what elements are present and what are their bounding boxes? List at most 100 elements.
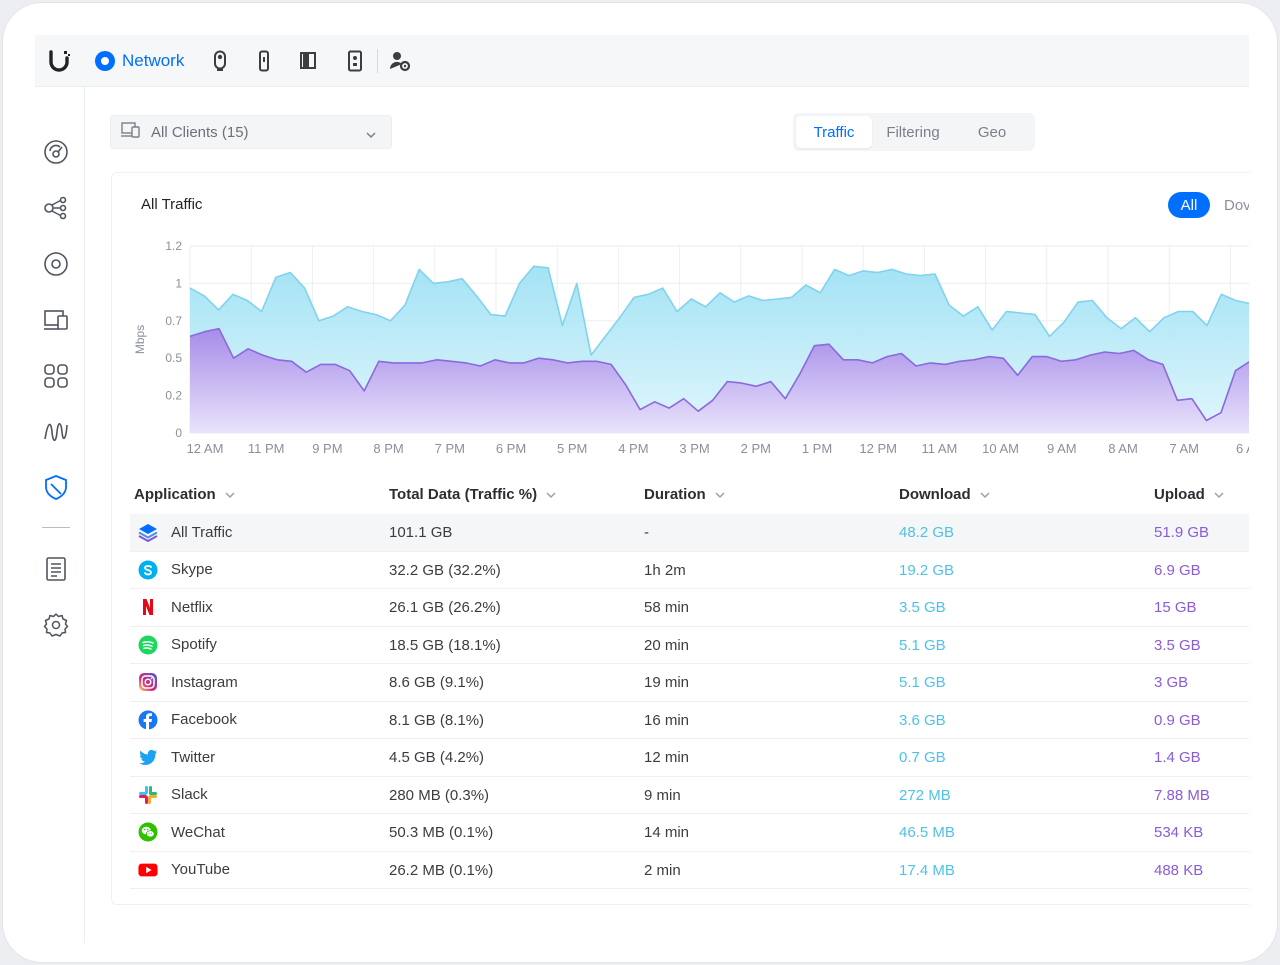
client-devices-icon[interactable] [42,306,70,334]
download-cell: 272 MB [899,786,951,804]
app-name: Slack [171,786,208,803]
skype-icon [138,560,158,580]
access-device-icon[interactable] [252,49,276,73]
table-row[interactable]: Netflix 26.1 GB (26.2%) 58 min 3.5 GB 15… [130,589,1249,627]
table-row[interactable]: Facebook 8.1 GB (8.1%) 16 min 3.6 GB 0.9… [130,702,1249,739]
column-header-application-label: Application [134,486,216,503]
insights-icon[interactable] [42,418,70,446]
table-row[interactable]: All Traffic 101.1 GB - 48.2 GB 51.9 GB [130,514,1249,552]
table-row[interactable]: Instagram 8.6 GB (9.1%) 19 min 5.1 GB 3 … [130,664,1249,702]
series-line-2 [189,327,1249,422]
duration-cell: - [644,524,649,541]
table-row[interactable]: Skype 32.2 GB (32.2%) 1h 2m 19.2 GB 6.9 … [130,552,1249,589]
tab-traffic[interactable]: Traffic [796,116,872,148]
slack-icon [138,785,158,805]
toggle-download-button[interactable]: Dov [1224,196,1249,214]
clients-dropdown[interactable]: All Clients (15) [110,115,392,149]
column-header-total[interactable]: Total Data (Traffic %) [389,486,557,503]
column-header-duration[interactable]: Duration [644,486,726,503]
column-header-upload[interactable]: Upload [1154,486,1225,503]
user-settings-icon[interactable] [388,49,412,73]
download-cell: 5.1 GB [899,674,946,691]
upload-cell: 3.5 GB [1154,636,1201,654]
nav-network-label: Network [122,51,185,70]
download-cell: 17.4 MB [899,861,955,879]
duration-cell: 14 min [644,824,690,841]
y-tick-label: 0.2 [165,389,182,403]
total-cell: 18.5 GB (18.1%) [389,636,501,654]
traffic-table: All Traffic 101.1 GB - 48.2 GB 51.9 GB S… [130,514,1249,889]
table-row[interactable]: YouTube 26.2 MB (0.1%) 2 min 17.4 MB 488… [130,852,1249,889]
toggle-all-button[interactable]: All [1168,192,1210,218]
x-tick-label: 6 A [1236,441,1249,456]
x-tick-label: 12 PM [859,441,897,456]
tab-geo[interactable]: Geo [977,123,1007,141]
x-tick-label: 8 PM [373,441,403,456]
y-tick-label: 0 [175,426,182,440]
traffic-shield-icon[interactable] [42,473,70,501]
ubiquiti-logo-icon[interactable] [45,47,73,75]
logs-icon[interactable] [42,555,70,583]
tab-filtering[interactable]: Filtering [886,123,940,141]
duration-cell: 20 min [644,636,690,654]
intercom-icon[interactable] [343,49,367,73]
download-cell: 0.7 GB [899,749,946,766]
total-cell: 50.3 MB (0.1%) [389,824,494,841]
app-name: Spotify [171,636,217,653]
settings-icon[interactable] [42,611,70,639]
download-cell: 19.2 GB [899,561,955,579]
apps-icon[interactable] [42,362,70,390]
spotify-icon [138,635,158,655]
top-bar: Network [35,35,1249,87]
column-header-application[interactable]: Application [134,486,236,503]
traffic-chart: 0 0.2 0.5 0.7 1 1.2 12 AM 11 PM 9 PM 8 PM 7 PM 6 PM… [133,239,1249,456]
x-tick-label: 3 PM [679,441,709,456]
x-tick-label: 6 PM [496,441,526,456]
table-row[interactable]: Spotify 18.5 GB (18.1%) 20 min 5.1 GB 3.… [130,627,1249,664]
table-row[interactable]: Twitter 4.5 GB (4.2%) 12 min 0.7 GB 1.4 … [130,739,1249,777]
client-devices-icon [121,121,141,143]
column-header-download[interactable]: Download [899,486,991,503]
dashboard-icon[interactable] [42,138,70,166]
app-name: YouTube [171,861,230,878]
duration-cell: 16 min [644,711,690,729]
protect-camera-icon[interactable] [208,49,232,73]
chevron-down-icon [546,491,556,498]
netflix-icon [138,597,158,617]
door-icon[interactable] [297,49,321,73]
app-name: Twitter [171,748,216,766]
app-cell: Slack [138,785,208,805]
upload-cell: 7.88 MB [1154,786,1210,804]
duration-cell: 12 min [644,749,690,766]
total-cell: 4.5 GB (4.2%) [389,749,485,766]
y-tick-label: 1 [175,276,182,290]
app-cell: All Traffic [138,522,232,542]
app-cell: Netflix [138,597,213,617]
nav-network[interactable]: Network [95,47,184,75]
network-icon [95,51,115,71]
devices-icon[interactable] [42,250,70,278]
app-window: Network [35,35,1249,943]
facebook-icon [138,710,158,730]
youtube-icon [138,860,158,880]
duration-cell: 19 min [644,674,690,691]
x-tick-label: 9 PM [312,441,342,456]
table-row[interactable]: WeChat 50.3 MB (0.1%) 14 min 46.5 MB 534… [130,814,1249,852]
x-tick-label: 10 AM [982,441,1019,456]
total-cell: 101.1 GB [389,524,453,541]
column-header-upload-label: Upload [1154,486,1205,503]
topology-icon[interactable] [42,194,70,222]
top-bar-separator [377,49,378,73]
sidebar [35,87,85,943]
sidebar-separator [42,527,70,528]
y-tick-label: 0.7 [165,314,182,328]
duration-cell: 9 min [644,786,681,804]
app-cell: WeChat [138,822,225,842]
chevron-down-icon [1214,491,1224,498]
y-tick-label: 1.2 [165,239,182,253]
app-cell: Twitter [138,747,215,767]
table-row[interactable]: Slack 280 MB (0.3%) 9 min 272 MB 7.88 MB [130,777,1249,814]
upload-cell: 534 KB [1154,824,1204,841]
instagram-icon [138,672,158,692]
